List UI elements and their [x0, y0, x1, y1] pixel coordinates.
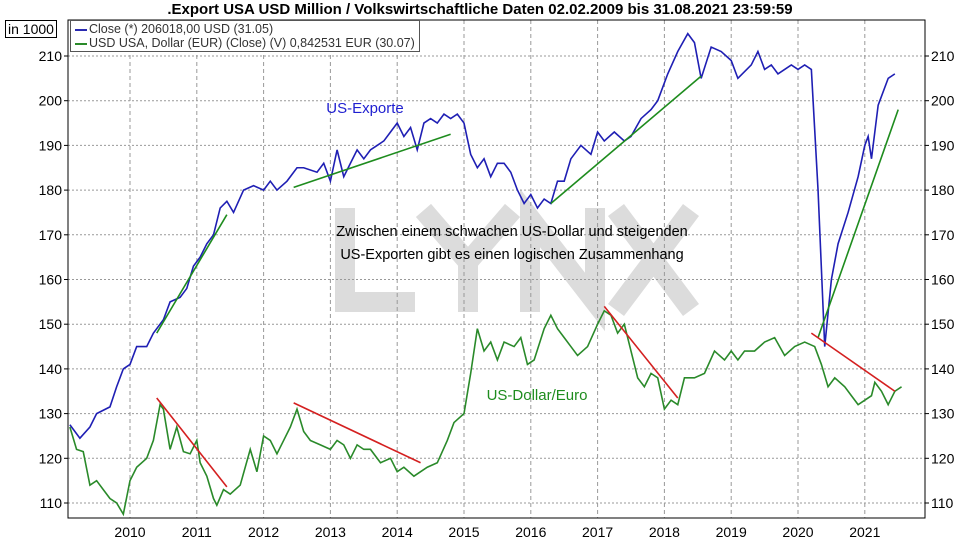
lynx-watermark-logo	[335, 188, 699, 332]
trend-line	[817, 109, 899, 338]
y-tick-label-left: 130	[39, 406, 63, 422]
y-tick-label-left: 180	[39, 182, 63, 198]
y-tick-label-right: 150	[931, 316, 955, 332]
chart-title: .Export USA USD Million / Volkswirtschaf…	[167, 1, 793, 18]
annotation-usd-eur: US-Dollar/Euro	[487, 387, 588, 404]
y-tick-label-left: 150	[39, 316, 63, 332]
y-tick-label-left: 200	[39, 93, 63, 109]
trend-line	[156, 397, 228, 488]
legend-item-usd: USD USA, Dollar (EUR) (Close) (V) 0,8425…	[75, 36, 415, 50]
y-tick-label-right: 120	[931, 450, 955, 466]
y-tick-label-right: 210	[931, 48, 955, 64]
legend-swatch	[75, 28, 87, 31]
x-tick-label: 2019	[716, 524, 747, 540]
y-tick-label-left: 190	[39, 137, 63, 153]
y-tick-label-right: 170	[931, 227, 955, 243]
y-tick-label-right: 160	[931, 272, 955, 288]
y-tick-label-left: 110	[40, 495, 63, 511]
y-tick-label-left: 140	[39, 361, 63, 377]
x-tick-label: 2021	[849, 524, 880, 540]
series-line-usd-eur	[69, 309, 902, 517]
y-tick-label-left: 160	[39, 272, 63, 288]
trend-line	[603, 305, 679, 399]
y-tick-label-right: 140	[931, 361, 955, 377]
x-tick-label: 2011	[182, 524, 212, 540]
trend-line	[550, 75, 702, 205]
x-tick-label: 2012	[248, 524, 279, 540]
y-tick-label-left: 120	[39, 450, 63, 466]
legend: Close (*) 206018,00 USD (31.05) USD USA,…	[70, 20, 420, 52]
x-tick-label: 2014	[382, 524, 413, 540]
trend-line	[156, 214, 228, 334]
y-tick-label-right: 180	[931, 182, 955, 198]
y-tick-label-left: 210	[39, 48, 63, 64]
y-tick-label-right: 190	[931, 137, 955, 153]
x-tick-label: 2020	[782, 524, 813, 540]
trend-line	[293, 402, 421, 464]
y-tick-label-right: 110	[931, 495, 954, 511]
trend-line	[810, 332, 896, 392]
annotation-note-line1: Zwischen einem schwachen US-Dollar und s…	[336, 224, 687, 240]
trend-line	[293, 133, 451, 189]
legend-label: USD USA, Dollar (EUR) (Close) (V) 0,8425…	[89, 36, 415, 50]
x-tick-label: 2010	[114, 524, 145, 540]
legend-label: Close (*) 206018,00 USD (31.05)	[89, 22, 274, 36]
y-tick-label-left: 170	[39, 227, 63, 243]
x-tick-label: 2013	[315, 524, 346, 540]
annotation-exports: US-Exporte	[326, 100, 404, 117]
x-tick-label: 2015	[448, 524, 479, 540]
legend-item-exports: Close (*) 206018,00 USD (31.05)	[75, 22, 415, 36]
unit-label: in 1000	[5, 20, 57, 38]
x-tick-label: 2016	[515, 524, 546, 540]
plot-frame	[67, 19, 926, 519]
y-tick-label-right: 130	[931, 406, 955, 422]
series-line-exports	[69, 32, 896, 440]
x-tick-label: 2018	[649, 524, 680, 540]
annotation-note-line2: US-Exporten gibt es einen logischen Zusa…	[340, 247, 683, 263]
y-tick-label-right: 200	[931, 93, 955, 109]
legend-swatch	[75, 42, 87, 45]
x-tick-label: 2017	[582, 524, 613, 540]
